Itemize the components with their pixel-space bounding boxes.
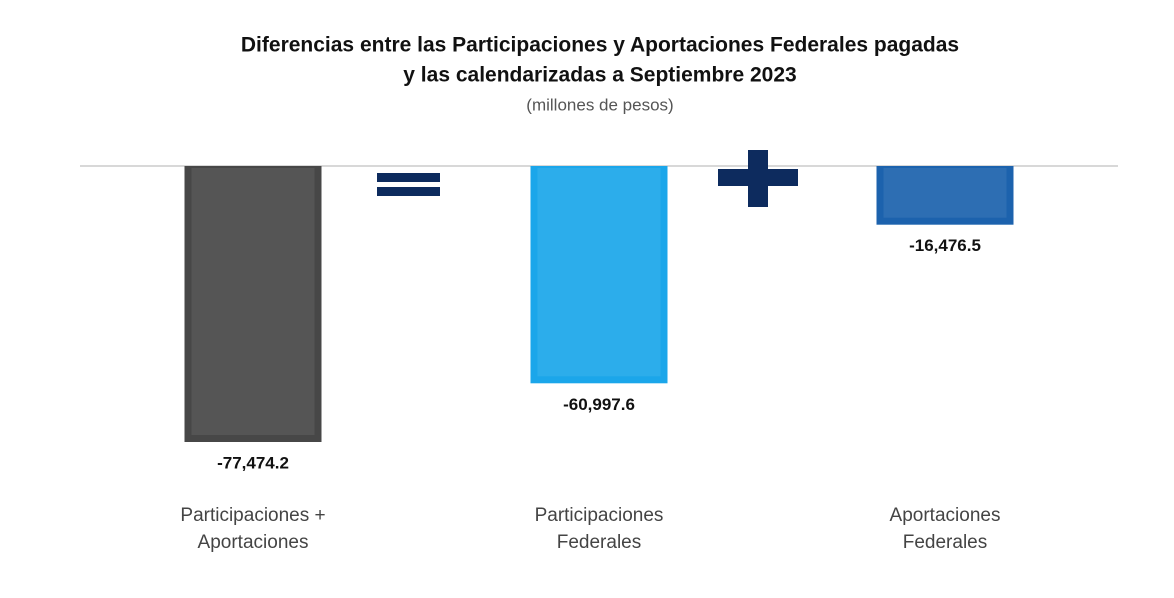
chart-title: y las calendarizadas a Septiembre 2023 [403, 64, 796, 87]
chart-subtitle: (millones de pesos) [526, 95, 673, 114]
bar-bevel [883, 168, 1007, 218]
chart-title: Diferencias entre las Participaciones y … [241, 34, 959, 57]
value-label: -60,997.6 [563, 395, 635, 414]
bar [876, 166, 1014, 225]
bar-bevel [191, 168, 315, 435]
category-label: Aportaciones Federales [889, 505, 1001, 553]
equals-sign [377, 173, 440, 196]
bar-bevel [537, 168, 661, 377]
bar [530, 166, 668, 384]
category-label: Participaciones + Aportaciones [180, 505, 326, 553]
bar [184, 166, 322, 442]
category-label: Participaciones Federales [534, 505, 664, 553]
value-label: -77,474.2 [217, 453, 289, 472]
plus-sign [718, 150, 798, 207]
value-label: -16,476.5 [909, 236, 981, 255]
